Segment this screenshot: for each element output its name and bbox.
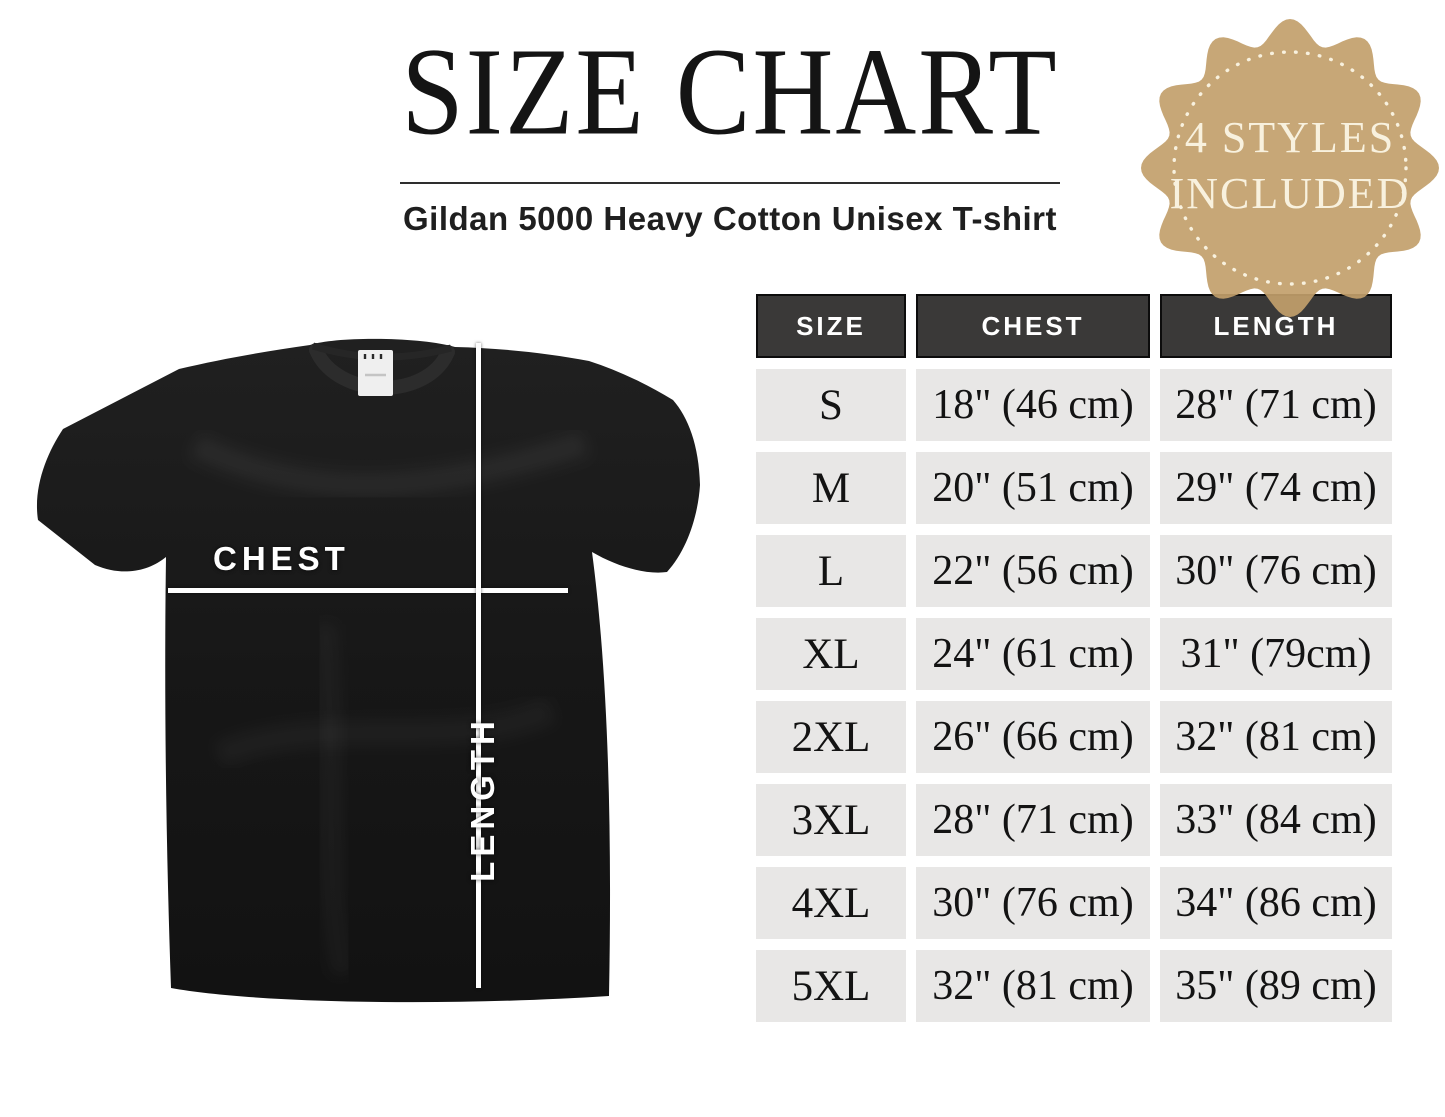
table-cell-size: S <box>756 369 906 441</box>
table-cell-chest: 26" (66 cm) <box>916 701 1150 773</box>
table-cell-length: 34" (86 cm) <box>1160 867 1392 939</box>
badge-scallop <box>1141 19 1439 317</box>
page-title: SIZE CHART <box>401 22 1059 162</box>
collar-tag <box>358 350 393 396</box>
chest-measure-line <box>168 588 568 593</box>
table-cell-size: 3XL <box>756 784 906 856</box>
size-table: SIZE CHEST LENGTH S 18" (46 cm) 28" (71 … <box>756 294 1392 1022</box>
table-cell-length: 28" (71 cm) <box>1160 369 1392 441</box>
badge-dotted-ring <box>1172 50 1408 286</box>
table-cell-chest: 28" (71 cm) <box>916 784 1150 856</box>
tshirt-wrinkle <box>215 699 556 767</box>
table-cell-length: 35" (89 cm) <box>1160 950 1392 1022</box>
table-cell-length: 29" (74 cm) <box>1160 452 1392 524</box>
length-label: LENGTH <box>464 716 501 882</box>
table-cell-size: M <box>756 452 906 524</box>
table-cell-size: 5XL <box>756 950 906 1022</box>
table-cell-chest: 24" (61 cm) <box>916 618 1150 690</box>
table-cell-size: 2XL <box>756 701 906 773</box>
table-cell-length: 33" (84 cm) <box>1160 784 1392 856</box>
table-cell-chest: 22" (56 cm) <box>916 535 1150 607</box>
table-cell-length: 31" (79cm) <box>1160 618 1392 690</box>
table-cell-length: 32" (81 cm) <box>1160 701 1392 773</box>
table-cell-size: XL <box>756 618 906 690</box>
table-cell-chest: 30" (76 cm) <box>916 867 1150 939</box>
tshirt-wrinkle <box>189 430 589 498</box>
badge-graphic <box>1141 19 1439 317</box>
header: SIZE CHART Gildan 5000 Heavy Cotton Unis… <box>355 23 1105 238</box>
length-measure-line <box>476 343 481 988</box>
title-divider <box>400 182 1060 185</box>
styles-badge: 4 STYLES INCLUDED <box>1136 14 1444 322</box>
tshirt-graphic: CHEST LENGTH <box>25 325 705 1025</box>
header-cell-chest: CHEST <box>916 294 1150 358</box>
table-cell-chest: 32" (81 cm) <box>916 950 1150 1022</box>
table-cell-size: 4XL <box>756 867 906 939</box>
tshirt-body <box>36 338 701 1003</box>
table-cell-chest: 20" (51 cm) <box>916 452 1150 524</box>
tshirt-svg <box>36 338 701 1003</box>
page-subtitle: Gildan 5000 Heavy Cotton Unisex T-shirt <box>402 200 1057 238</box>
header-cell-size: SIZE <box>756 294 906 358</box>
table-cell-length: 30" (76 cm) <box>1160 535 1392 607</box>
table-cell-size: L <box>756 535 906 607</box>
chest-label: CHEST <box>213 540 350 577</box>
table-cell-chest: 18" (46 cm) <box>916 369 1150 441</box>
